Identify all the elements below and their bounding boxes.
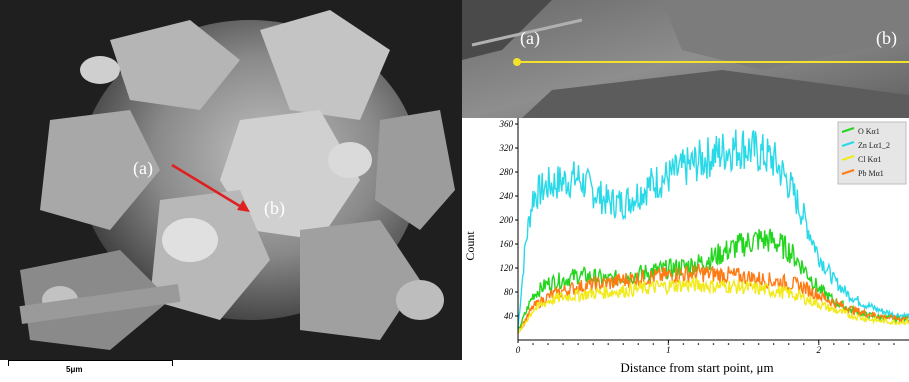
y-tick-label: 120 xyxy=(500,263,514,273)
x-minor-tick xyxy=(547,343,549,345)
x-minor-tick xyxy=(878,343,880,345)
particle-cluster xyxy=(19,10,455,350)
y-tick-label: 240 xyxy=(500,191,514,201)
y-tick-label: 360 xyxy=(499,119,514,129)
linescan-chart: 40 80 120 160 200 240 280 320 360 0 1 2 Count Dist… xyxy=(462,118,909,377)
x-minor-tick xyxy=(817,343,820,345)
scale-bar xyxy=(8,360,173,366)
y-tick-label: 320 xyxy=(499,143,514,153)
y-tick-label: 280 xyxy=(500,167,514,177)
x-minor-tick xyxy=(682,343,685,345)
strip-point-a-label: (a) xyxy=(520,28,540,49)
scale-bar-label: 5μm xyxy=(66,365,83,374)
x-minor-tick xyxy=(893,343,895,345)
x-minor-tick xyxy=(532,343,534,345)
legend-label: Zn Lα1_2 xyxy=(858,141,890,150)
x-tick-label: 0 xyxy=(516,345,521,355)
series-line xyxy=(517,276,909,335)
x-axis-label: Distance from start point, μm xyxy=(620,360,773,375)
legend: O Kα1 Zn Lα1_2 Cl Kα1 Pb Mα1 xyxy=(837,121,907,185)
y-tick-label: 40 xyxy=(504,311,514,321)
legend-swatch xyxy=(841,155,855,161)
scan-start-marker xyxy=(513,58,521,66)
x-minor-tick xyxy=(577,343,579,345)
x-minor-tick xyxy=(772,343,775,345)
x-minor-tick xyxy=(712,343,715,345)
point-b-label: (b) xyxy=(264,198,285,219)
legend-swatch xyxy=(841,169,855,175)
x-minor-tick xyxy=(863,343,865,345)
x-tick-label: 1 xyxy=(666,345,671,355)
x-minor-tick xyxy=(562,343,564,345)
x-minor-tick xyxy=(607,343,610,345)
legend-label: Cl Kα1 xyxy=(858,155,882,164)
x-minor-tick xyxy=(833,343,835,345)
x-minor-tick xyxy=(802,343,805,345)
x-minor-tick xyxy=(592,343,594,345)
x-minor-tick xyxy=(742,343,745,345)
x-tick-label: 2 xyxy=(817,345,822,355)
y-tick-label: 80 xyxy=(504,287,514,297)
series-line xyxy=(517,129,909,329)
x-minor-tick xyxy=(667,343,670,345)
sem-micrograph: (a) (b) xyxy=(0,0,462,360)
strip-point-b-label: (b) xyxy=(876,28,897,49)
x-minor-tick xyxy=(848,343,850,345)
y-tick-label: 160 xyxy=(500,239,514,249)
x-axis-ticks: 0 1 2 xyxy=(516,340,895,355)
y-axis-label: Count xyxy=(463,231,477,261)
x-minor-tick xyxy=(697,343,700,345)
legend-swatch xyxy=(841,127,855,133)
series-line xyxy=(517,263,909,334)
legend-label: O Kα1 xyxy=(858,127,880,136)
y-axis-ticks: 40 80 120 160 200 240 280 320 360 xyxy=(499,119,518,321)
x-minor-tick xyxy=(622,343,625,345)
legend-box xyxy=(837,121,907,185)
x-minor-tick xyxy=(637,343,640,345)
point-a-label: (a) xyxy=(133,158,153,179)
y-tick-label: 200 xyxy=(500,215,514,225)
linescan-strip-image: (a) (b) xyxy=(462,0,909,118)
x-minor-tick xyxy=(652,343,655,345)
x-minor-tick xyxy=(787,343,790,345)
x-minor-tick xyxy=(757,343,760,345)
x-minor-tick xyxy=(727,343,730,345)
scan-line-arrowhead xyxy=(237,200,250,212)
series-lines xyxy=(517,129,909,335)
legend-swatch xyxy=(841,141,855,147)
scan-line xyxy=(171,163,244,210)
legend-label: Pb Mα1 xyxy=(858,169,884,178)
